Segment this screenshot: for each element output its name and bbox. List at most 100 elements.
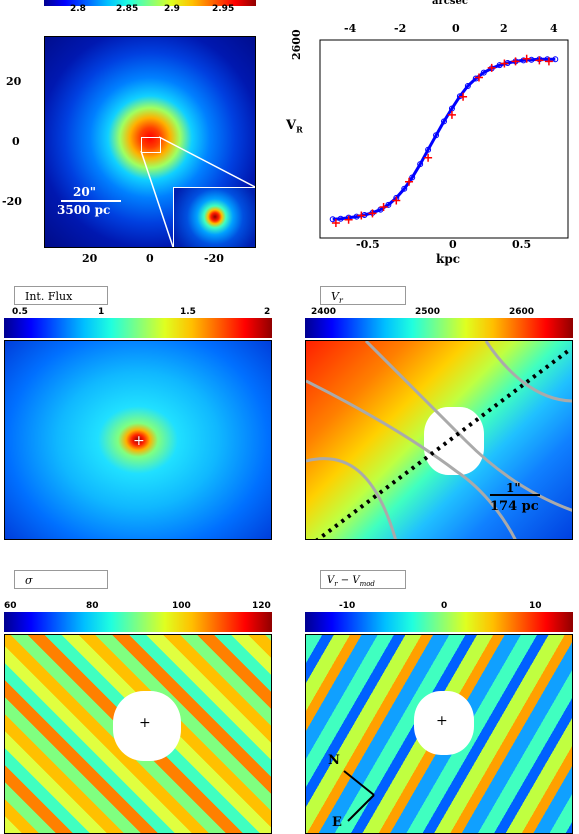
resid-title: Vr − Vmod — [320, 570, 406, 589]
y-tick: 0 — [12, 135, 20, 148]
flux-tick: 1 — [98, 307, 105, 317]
rc-x-tick-0: -0.5 — [356, 238, 380, 251]
rc-y-label-sub: R — [296, 124, 303, 135]
resid-tick: 10 — [529, 601, 542, 611]
image-colorbar — [44, 0, 256, 6]
image-colorbar-ticks: 2.8 2.85 2.9 2.95 — [44, 4, 256, 16]
resid-colorbar — [305, 612, 573, 632]
flux-tick: 1.5 — [180, 307, 196, 317]
top-tick: -4 — [344, 22, 357, 35]
rc-data-point — [522, 54, 531, 63]
y-tick: 20 — [6, 75, 22, 88]
vr-overlay — [306, 341, 572, 539]
vr-tick: 2400 — [311, 307, 337, 317]
vr-masked-center — [424, 407, 484, 475]
resid-tick: 0 — [441, 601, 448, 611]
rc-model-line — [332, 57, 556, 221]
rc-model-point — [464, 83, 471, 90]
rc-model-point — [417, 161, 424, 168]
flux-map: + — [4, 340, 272, 540]
flux-tick: 2 — [264, 307, 271, 317]
resid-tick: -10 — [339, 601, 356, 611]
rc-y-tick: 2600 — [290, 29, 303, 60]
sigma-center-cross: + — [139, 715, 151, 731]
rc-data-point — [368, 209, 377, 218]
rc-model-point — [409, 174, 416, 181]
rotation-curve-chart — [319, 39, 569, 239]
resid-colorbar-ticks: -10 0 10 — [305, 601, 573, 613]
vr-colorbar-ticks: 2400 2500 2600 — [305, 307, 573, 319]
rc-data-point — [500, 59, 509, 68]
sigma-tick: 120 — [252, 601, 271, 611]
flux-colorbar-ticks: 0.5 1 1.5 2 — [4, 307, 272, 319]
vr-map: 1" 174 pc — [305, 340, 573, 540]
rc-model-point — [401, 185, 408, 192]
rc-data-point — [511, 57, 520, 66]
rc-data-point — [405, 177, 414, 186]
top-tick: -2 — [394, 22, 407, 35]
scale-bar — [61, 200, 121, 202]
rc-data-point — [544, 57, 553, 66]
rc-model-point — [425, 146, 432, 153]
resid-title-sub2: mod — [359, 580, 375, 588]
vr-scale-arcsec: 1" — [506, 481, 521, 495]
resid-map: + N E — [305, 634, 573, 834]
top-axis-ticks: -4 -2 0 2 4 — [344, 22, 574, 36]
sigma-masked-center — [113, 691, 181, 761]
top-tick: 4 — [550, 22, 558, 35]
sigma-title: σ — [14, 570, 108, 589]
rc-model-point — [353, 213, 360, 220]
rc-data-point — [487, 63, 496, 72]
resid-title-sub1: r — [334, 580, 338, 588]
x-tick: -20 — [204, 252, 224, 265]
colorbar-tick: 2.8 — [70, 4, 86, 14]
rc-y-label: VR — [286, 118, 303, 135]
y-tick: -20 — [2, 195, 22, 208]
rc-model-point — [385, 201, 392, 208]
rc-data-point — [331, 219, 340, 228]
top-tick: 0 — [452, 22, 460, 35]
vr-tick: 2600 — [509, 307, 535, 317]
sigma-tick: 100 — [172, 601, 191, 611]
sigma-colorbar — [4, 612, 272, 632]
sigma-tick: 60 — [4, 601, 17, 611]
flux-title: Int. Flux — [14, 286, 108, 305]
rc-data-point — [379, 202, 388, 211]
vr-title-sub: r — [338, 296, 343, 306]
x-tick: 0 — [146, 252, 154, 265]
vr-colorbar — [305, 318, 573, 338]
resid-title-rest: − V — [337, 575, 360, 586]
rc-model-point — [552, 56, 559, 63]
rc-model-point — [433, 132, 440, 139]
rc-model-point — [496, 62, 503, 69]
vr-scale-pc: 174 pc — [490, 499, 539, 514]
sigma-colorbar-ticks: 60 80 100 120 — [4, 601, 272, 613]
rc-frame — [319, 39, 569, 239]
top-axis-label: arcsec — [432, 0, 468, 7]
sigma-tick: 80 — [86, 601, 99, 611]
colorbar-tick: 2.85 — [116, 4, 139, 14]
scale-pc: 3500 pc — [57, 203, 111, 217]
flux-colorbar — [4, 318, 272, 338]
rc-model-point — [480, 69, 487, 76]
galaxy-image: 20" 3500 pc — [44, 36, 256, 248]
zoom-lines — [140, 136, 255, 247]
rc-data-point — [459, 92, 468, 101]
resid-center-cross: + — [436, 713, 448, 729]
compass-north: N — [328, 753, 340, 768]
rc-data-point — [535, 56, 544, 65]
top-tick: 2 — [500, 22, 508, 35]
inset — [173, 187, 255, 247]
rc-data-point — [447, 110, 456, 119]
colorbar-tick: 2.9 — [164, 4, 180, 14]
vr-tick: 2500 — [415, 307, 441, 317]
rc-y-ticks: 2600 — [290, 29, 306, 230]
compass-east: E — [332, 815, 342, 830]
vr-title-main: V — [331, 290, 339, 303]
rc-data-point — [357, 211, 366, 220]
x-tick: 20 — [82, 252, 98, 265]
rc-x-tick-1: 0 — [449, 238, 457, 251]
rc-x-label: kpc — [436, 252, 461, 266]
rc-data-point — [424, 153, 433, 162]
colorbar-tick: 2.95 — [212, 4, 235, 14]
